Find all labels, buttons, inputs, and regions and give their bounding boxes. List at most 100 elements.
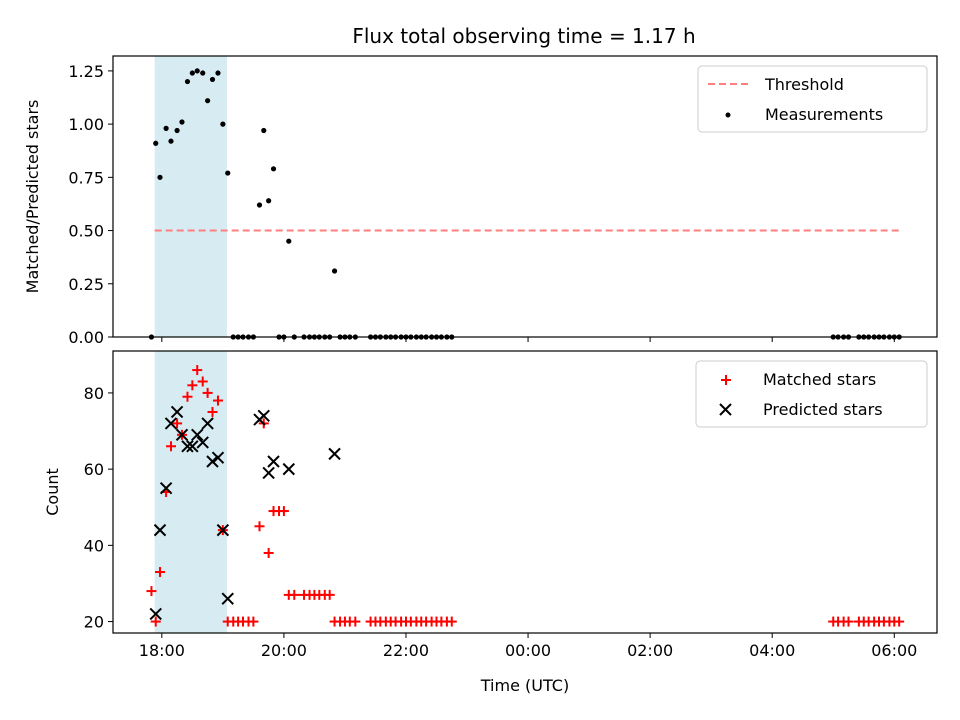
measurements-legend-swatch — [725, 112, 731, 118]
top-shaded-region — [154, 56, 227, 337]
measurement-point — [179, 119, 185, 125]
y-tick-label: 60 — [84, 460, 104, 479]
measurement-point — [189, 70, 195, 76]
y-tick-label: 1.25 — [68, 62, 104, 81]
top-y-axis-label: Matched/Predicted stars — [23, 100, 42, 294]
matched-star-point — [197, 376, 208, 387]
predicted-star-point — [262, 466, 275, 480]
x-axis-label: Time (UTC) — [480, 676, 569, 695]
predicted-star-point — [206, 455, 219, 468]
matched-star-point — [446, 616, 457, 627]
predicted-star-point — [149, 607, 162, 621]
predicted-star-point — [267, 455, 280, 468]
y-tick-label: 0.75 — [68, 168, 104, 187]
x-tick-label: 20:00 — [261, 641, 307, 660]
bottom-legend-box — [695, 360, 928, 428]
predicted-star-point — [159, 481, 173, 495]
threshold-legend-label: Threshold — [764, 75, 844, 94]
measurement-point — [256, 202, 263, 208]
chart-title: Flux total observing time = 1.17 h — [352, 24, 695, 48]
measurement-point — [261, 127, 267, 134]
matched-star-point — [263, 547, 274, 558]
measurement-point — [200, 70, 206, 76]
y-tick-label: 20 — [84, 613, 104, 632]
matched-star-point — [150, 616, 161, 627]
predicted-star-point — [181, 440, 194, 453]
measurement-point — [220, 121, 226, 127]
measurements-legend-label: Measurements — [765, 105, 883, 124]
matched-star-point — [324, 589, 335, 600]
predicted-star-point — [153, 523, 167, 537]
matched-star-point — [192, 365, 203, 376]
predicted-stars-legend-swatch — [719, 403, 732, 416]
matched-star-point — [172, 418, 183, 429]
predicted-star-point — [328, 447, 341, 461]
bottom-subplot: 20 40 60 80 18:00 20:00 22:00 00:00 02:00 04:00 0… — [43, 350, 938, 695]
top-subplot: 0.00 0.25 0.50 0.75 1.00 1.25 Matched/Predict… — [23, 55, 938, 347]
measurement-point — [331, 268, 338, 274]
measurement-point — [184, 78, 191, 85]
bottom-legend: Matched stars Predicted stars — [695, 360, 928, 428]
predicted-star-point — [175, 428, 189, 442]
measurement-point — [168, 138, 174, 144]
matched-star-point — [187, 380, 198, 391]
predicted-star-point — [196, 436, 209, 449]
measurement-point — [266, 198, 272, 204]
x-tick-label: 02:00 — [627, 641, 673, 660]
y-tick-label: 1.00 — [68, 115, 104, 134]
y-tick-label: 40 — [84, 536, 104, 555]
matched-star-point — [248, 616, 259, 627]
matched-star-point — [254, 521, 265, 532]
predicted-star-point — [201, 417, 214, 430]
predicted-star-point — [282, 462, 295, 476]
measurement-point — [205, 98, 211, 104]
matched-star-point — [894, 616, 905, 627]
predicted-star-point — [164, 417, 178, 430]
matched-star-point — [350, 616, 361, 627]
measurement-point — [153, 140, 159, 146]
predicted-star-point — [211, 451, 225, 464]
predicted-star-point — [221, 592, 234, 605]
predicted-star-point — [170, 405, 184, 419]
measurement-point — [215, 70, 221, 76]
x-tick-label: 22:00 — [383, 641, 429, 660]
matched-star-point — [165, 441, 176, 452]
matched-star-point — [278, 506, 289, 517]
matched-star-point — [202, 387, 213, 398]
predicted-star-point — [257, 409, 270, 422]
matched-star-point — [182, 391, 193, 402]
matched-star-point — [207, 406, 218, 417]
x-tick-label: 04:00 — [749, 641, 795, 660]
bottom-y-axis-label: Count — [43, 468, 62, 516]
measurement-point — [157, 174, 163, 180]
y-tick-label: 0.00 — [68, 328, 104, 347]
y-tick-label: 0.50 — [68, 222, 104, 241]
matched-stars-legend-swatch — [721, 375, 731, 385]
predicted-star-point — [216, 523, 230, 537]
measurement-point — [174, 127, 180, 134]
measurement-point — [270, 166, 277, 172]
measurement-point — [163, 125, 169, 131]
measurement-point — [286, 238, 292, 244]
predicted-star-point — [191, 428, 204, 442]
predicted-stars-legend-label: Predicted stars — [763, 400, 883, 419]
top-legend-box — [697, 65, 928, 133]
matched-star-point — [843, 616, 854, 627]
bottom-subplot-frame — [112, 350, 938, 634]
y-tick-label: 80 — [84, 384, 104, 403]
measurement-point — [194, 68, 200, 74]
matched-star-point — [212, 395, 223, 406]
matched-star-point — [146, 586, 157, 597]
top-legend: Threshold Measurements — [697, 65, 928, 133]
matched-star-point — [289, 589, 300, 600]
x-tick-label: 18:00 — [139, 641, 185, 660]
x-tick-label: 06:00 — [871, 641, 917, 660]
matched-stars-legend-label: Matched stars — [763, 370, 876, 389]
measurement-point — [209, 76, 216, 83]
top-subplot-frame — [112, 55, 938, 338]
matched-star-point — [154, 567, 165, 578]
y-tick-label: 0.25 — [68, 275, 104, 294]
measurement-point — [225, 170, 231, 176]
predicted-star-point — [186, 440, 199, 453]
